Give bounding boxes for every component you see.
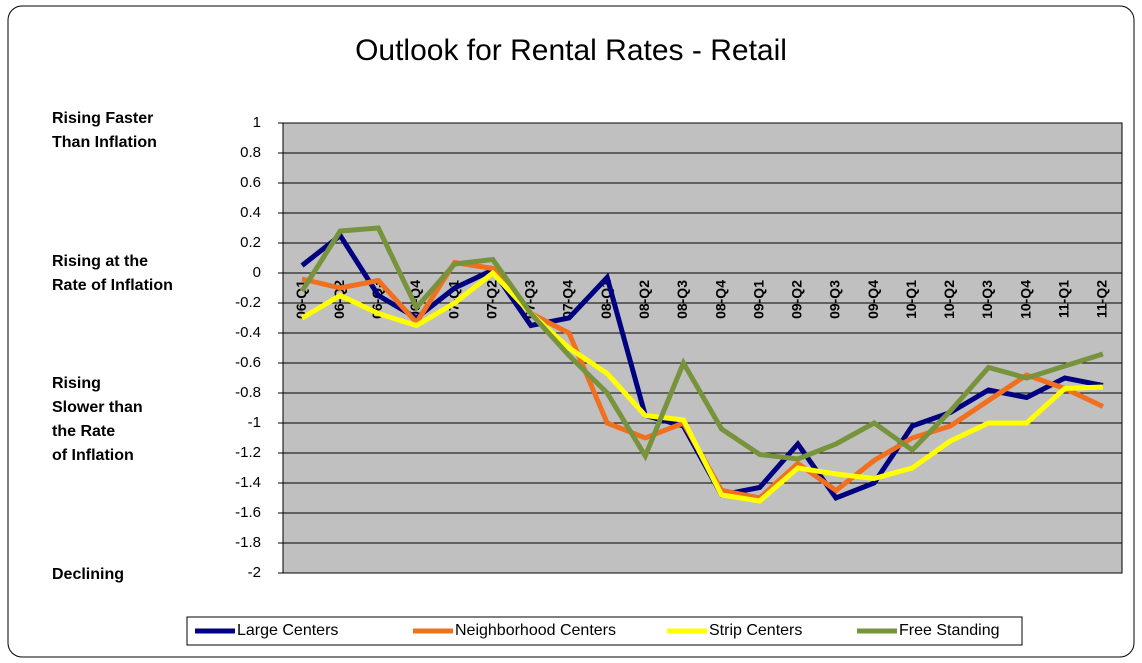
annotation: Than Inflation	[52, 134, 157, 151]
x-tick-label: 09-Q1	[750, 280, 766, 319]
y-tick-label: 0	[253, 264, 261, 281]
annotation: of Inflation	[52, 447, 134, 464]
x-tick-label: 08-Q4	[712, 280, 728, 319]
x-tick-label: 10-Q4	[1017, 280, 1033, 319]
x-tick-label: 11-Q2	[1094, 280, 1110, 318]
annotation: Slower than	[52, 399, 143, 416]
x-tick-label: 09-Q4	[865, 280, 881, 319]
x-tick-label: 08-Q2	[636, 280, 652, 319]
series-line	[299, 225, 1104, 462]
x-tick-label: 07-Q4	[560, 280, 576, 319]
legend-label: Free Standing	[899, 622, 1000, 639]
y-tick-label: -1.8	[235, 534, 261, 551]
legend-label: Strip Centers	[709, 622, 802, 639]
y-tick-label: 0.8	[240, 144, 261, 161]
x-tick-label: 08-Q3	[674, 280, 690, 319]
y-tick-label: -0.4	[235, 324, 261, 341]
x-tick-label: 11-Q1	[1055, 280, 1071, 318]
x-tick-label: 07-Q2	[483, 280, 499, 319]
series-line	[300, 269, 1104, 504]
legend: Large Centers Neighborhood Centers Strip C…	[186, 616, 1023, 646]
y-tick-label: -0.2	[235, 294, 261, 311]
y-tick-label: 0.4	[240, 204, 261, 221]
y-tick-label: 1	[253, 114, 261, 131]
y-tick-label: -1.2	[235, 444, 261, 461]
x-tick-label: 10-Q2	[941, 280, 957, 319]
annotation: the Rate	[52, 423, 115, 440]
chart-title: Outlook for Rental Rates - Retail	[355, 34, 787, 67]
x-tick-label: 09-Q3	[827, 280, 843, 319]
x-tick-label: 10-Q3	[979, 280, 995, 319]
y-tick-label: -2	[248, 564, 261, 581]
legend-label: Large Centers	[237, 622, 338, 639]
y-tick-label: -1.6	[235, 504, 261, 521]
plot-area	[283, 123, 1122, 573]
annotation: Rising at the	[52, 253, 148, 270]
y-tick-label: -0.8	[235, 384, 261, 401]
annotation: Rising	[52, 375, 101, 392]
annotation: Rising Faster	[52, 110, 153, 127]
y-tick-label: 0.2	[240, 234, 261, 251]
plot-border	[282, 122, 1123, 574]
y-tick-label: -1	[248, 414, 261, 431]
y-tick-label: 0.6	[240, 174, 261, 191]
y-tick-label: -0.6	[235, 354, 261, 371]
annotation: Declining	[52, 566, 124, 583]
x-tick-label: 09-Q2	[789, 280, 805, 319]
annotation: Rate of Inflation	[52, 277, 173, 294]
x-tick-label: 10-Q1	[903, 280, 919, 319]
y-tick-label: -1.4	[235, 474, 261, 491]
legend-label: Neighborhood Centers	[455, 622, 616, 639]
